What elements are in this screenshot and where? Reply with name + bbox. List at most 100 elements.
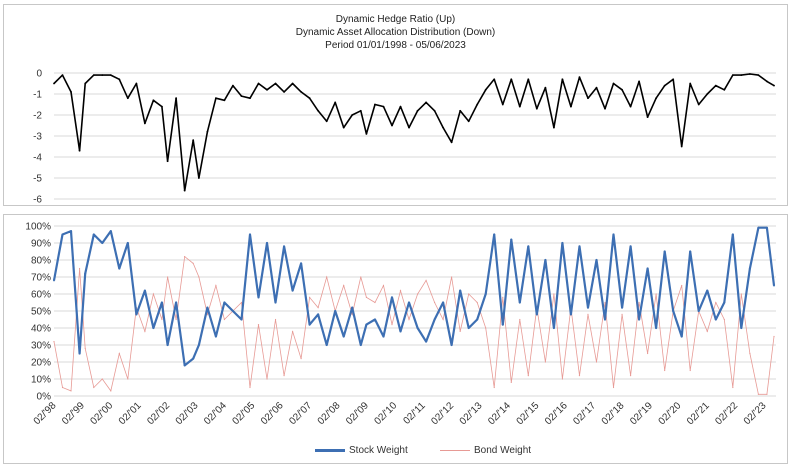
stock-weight-point xyxy=(317,313,320,316)
bond-weight-point xyxy=(612,386,615,389)
bond-weight-point xyxy=(110,390,112,392)
hedge-ratio-point xyxy=(740,74,743,76)
bond-weight-point xyxy=(274,318,277,321)
y-tick-label: 0 xyxy=(36,69,42,80)
bond-weight-point xyxy=(502,296,504,298)
stock-weight-point xyxy=(183,364,186,367)
hedge-ratio-point xyxy=(570,105,572,108)
bond-weight-point xyxy=(732,386,734,389)
hedge-ratio-point xyxy=(249,97,251,100)
stock-weight-point xyxy=(697,310,700,312)
x-tick-label: 02/'06 xyxy=(259,400,286,427)
stock-weight-point xyxy=(586,306,589,309)
hedge-ratio-point xyxy=(223,99,226,102)
stock-weight-point xyxy=(373,318,376,321)
bond-weight-point xyxy=(283,375,285,377)
stock-weight-point xyxy=(365,323,368,326)
bond-weight-point xyxy=(773,335,775,338)
asset-allocation-chart: 0%10%20%30%40%50%60%70%80%90%100%02/'98 0… xyxy=(25,222,776,427)
x-tick-label: 02/'99 xyxy=(60,400,87,427)
y-tick-label: 80% xyxy=(31,256,51,267)
legend-bond-swatch xyxy=(440,450,470,451)
stock-weight-point xyxy=(342,335,345,338)
hedge-ratio-point xyxy=(109,74,112,76)
hedge-ratio-point xyxy=(300,91,303,93)
y-tick-label: 60% xyxy=(31,290,51,301)
stock-weight-point xyxy=(109,230,112,233)
y-tick-label: -5 xyxy=(33,174,42,185)
hedge-ratio-point xyxy=(672,78,675,81)
bond-weight-point xyxy=(425,279,427,281)
bond-weight-point xyxy=(519,318,521,321)
bond-weight-point xyxy=(240,301,243,304)
hedge-ratio-point xyxy=(257,82,260,85)
x-tick-label: 02/'04 xyxy=(202,400,229,427)
bond-weight-point xyxy=(408,318,410,321)
hedge-ratio-point xyxy=(578,76,581,79)
hedge-ratio-point xyxy=(612,82,615,85)
hedge-ratio-point xyxy=(214,97,217,100)
y-tick-label: -6 xyxy=(33,195,42,206)
y-tick-label: 100% xyxy=(25,222,51,233)
chart-title-line-3: Period 01/01/1998 - 05/06/2023 xyxy=(325,40,466,51)
bond-weight-point xyxy=(93,386,95,389)
y-tick-label: -4 xyxy=(33,153,42,164)
bond-weight-point xyxy=(291,330,294,332)
y-tick-label: 10% xyxy=(31,375,51,386)
hedge-ratio-point xyxy=(206,130,209,133)
hedge-ratio-point xyxy=(325,120,328,123)
x-tick-label: 02/'00 xyxy=(89,400,116,427)
hedge-ratio-point xyxy=(266,88,268,91)
bond-weight-point xyxy=(144,330,146,332)
hedge-ratio-point xyxy=(773,84,775,87)
hedge-ratio-point xyxy=(604,107,606,110)
hedge-ratio-point xyxy=(342,126,345,129)
hedge-ratio-point xyxy=(61,74,64,76)
stock-weight-point xyxy=(240,318,243,321)
x-tick-label: 02/'23 xyxy=(742,400,769,427)
bond-weight-point xyxy=(493,386,495,389)
hedge-ratio-point xyxy=(450,141,453,144)
hedge-ratio-point xyxy=(731,74,734,76)
bond-weight-point xyxy=(365,296,368,298)
hedge-ratio-point xyxy=(70,91,72,93)
x-tick-label: 02/'15 xyxy=(515,400,542,427)
y-tick-label: 90% xyxy=(31,239,51,250)
hedge-ratio-point xyxy=(101,74,104,76)
x-tick-label: 02/'19 xyxy=(628,400,655,427)
hedge-ratio-point xyxy=(638,80,640,83)
x-tick-label: 02/'02 xyxy=(145,400,172,427)
x-tick-label: 02/'10 xyxy=(373,400,400,427)
hedge-ratio-point xyxy=(274,82,277,85)
hedge-ratio-point xyxy=(334,101,337,104)
legend-bond-label: Bond Weight xyxy=(474,445,532,456)
hedge-ratio-point xyxy=(359,109,362,112)
hedge-ratio-point xyxy=(166,160,169,163)
hedge-ratio-point xyxy=(766,80,768,83)
hedge-ratio-point xyxy=(527,78,530,81)
stock-weight-point xyxy=(257,296,260,299)
bond-weight-point xyxy=(101,378,103,380)
bond-weight-point xyxy=(223,318,226,321)
bond-weight-point xyxy=(757,393,759,395)
y-tick-label: 50% xyxy=(31,307,51,318)
hedge-ratio-point xyxy=(655,97,658,100)
hedge-ratio-point xyxy=(197,177,200,179)
stock-weight-point xyxy=(689,250,692,253)
stock-weight-point xyxy=(291,289,294,292)
stock-weight-point xyxy=(476,318,479,321)
stock-weight-point xyxy=(300,262,303,265)
stock-weight-point xyxy=(663,250,666,253)
stock-weight-point xyxy=(629,245,632,248)
bond-weight-point xyxy=(309,296,311,298)
stock-weight-point xyxy=(283,245,286,248)
hedge-ratio-chart: 0 -1 -2 -3 -4 -5 -6 xyxy=(33,69,776,206)
hedge-ratio-point xyxy=(476,103,479,106)
hedge-ratio-point xyxy=(143,122,146,125)
stock-weight-point xyxy=(484,293,487,295)
hedge-ratio-point xyxy=(595,86,598,89)
stock-weight-point xyxy=(274,301,277,304)
bond-weight-point xyxy=(175,318,177,321)
stock-weight-point xyxy=(160,301,163,304)
hedge-ratio-point xyxy=(192,139,195,142)
